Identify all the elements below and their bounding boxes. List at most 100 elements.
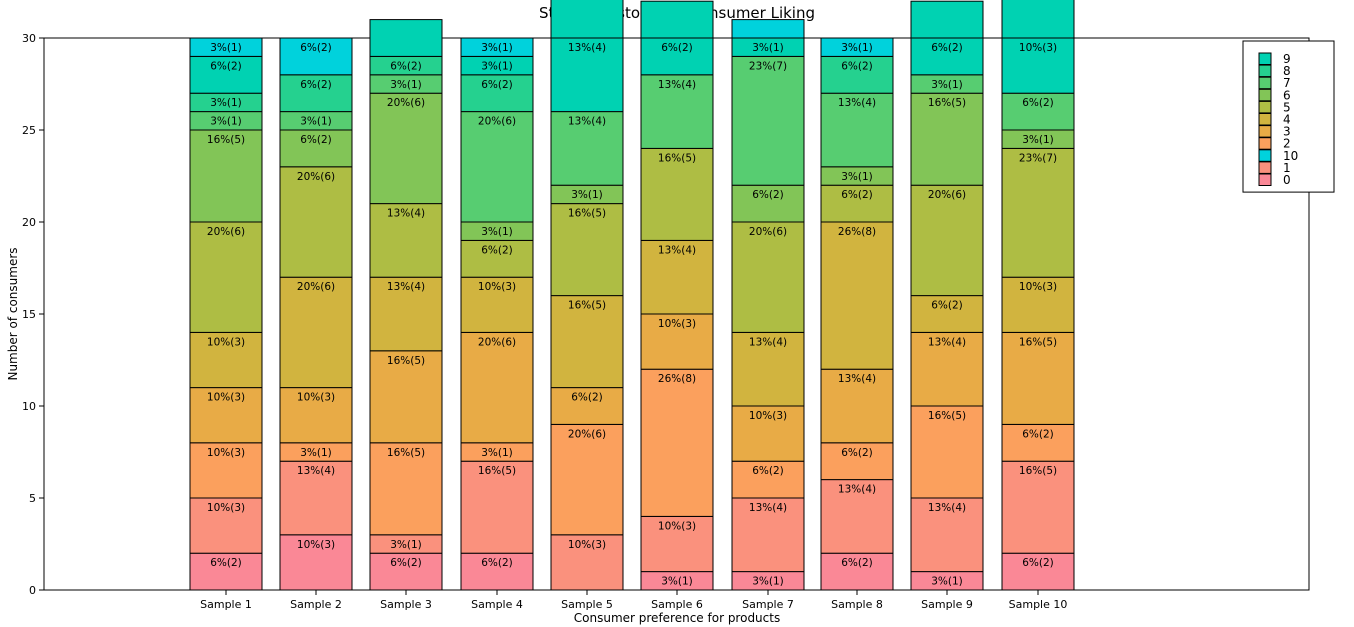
bar-segment bbox=[640, 239, 714, 315]
segment-label: 6%(2) bbox=[752, 189, 784, 201]
bar-segment bbox=[460, 276, 534, 333]
segment-label: 26%(8) bbox=[658, 373, 696, 385]
bar-segment bbox=[550, 423, 624, 536]
bar-segment bbox=[189, 552, 263, 591]
bar-segment bbox=[279, 129, 353, 168]
segment-label: 3%(1) bbox=[390, 79, 422, 91]
bar-segment bbox=[910, 331, 984, 407]
legend-label: 10 bbox=[1283, 149, 1298, 163]
segment-label: 3%(1) bbox=[752, 576, 784, 588]
legend-label: 8 bbox=[1283, 64, 1291, 78]
segment-label: 16%(5) bbox=[207, 134, 245, 146]
segment-label: 3%(1) bbox=[481, 226, 513, 238]
bar-segment bbox=[460, 74, 534, 113]
bar-segment bbox=[550, 0, 624, 39]
segment-label: 20%(6) bbox=[478, 336, 516, 348]
segment-label: 6%(2) bbox=[931, 42, 963, 54]
bar-segment bbox=[910, 295, 984, 333]
segment-label: 10%(3) bbox=[658, 520, 696, 532]
y-tick-label: 30 bbox=[22, 32, 36, 45]
x-tick-label: Sample 7 bbox=[742, 598, 794, 611]
segment-label: 20%(6) bbox=[478, 116, 516, 128]
bar-segment bbox=[820, 184, 894, 223]
bar-segment bbox=[369, 552, 443, 591]
segment-label: 3%(1) bbox=[841, 171, 873, 183]
segment-label: 6%(2) bbox=[210, 60, 242, 72]
segment-label: 13%(4) bbox=[568, 42, 606, 54]
legend-swatch bbox=[1258, 173, 1272, 186]
segment-label: 16%(5) bbox=[658, 152, 696, 164]
segment-label: 13%(4) bbox=[928, 502, 966, 514]
legend-label: 4 bbox=[1283, 113, 1291, 127]
bar-segment bbox=[820, 92, 894, 168]
segment-label: 20%(6) bbox=[297, 171, 335, 183]
segment-label: 3%(1) bbox=[1022, 134, 1054, 146]
bar-segment bbox=[731, 184, 805, 223]
bar-segment bbox=[279, 387, 353, 444]
segment-label: 6%(2) bbox=[300, 134, 332, 146]
legend-swatch bbox=[1258, 113, 1272, 126]
bar-segment bbox=[369, 442, 443, 536]
bar-segment bbox=[189, 331, 263, 389]
y-axis-label: Number of consumers bbox=[6, 247, 20, 380]
bar-segment bbox=[369, 92, 443, 205]
y-axis: 0 5 10 15 20 25 30 bbox=[22, 32, 44, 597]
bar-segment bbox=[731, 19, 805, 39]
segment-label: 10%(3) bbox=[568, 539, 606, 551]
bar-segment bbox=[910, 92, 984, 186]
segment-label: 13%(4) bbox=[658, 244, 696, 256]
segment-label: 13%(4) bbox=[387, 208, 425, 220]
bar-segment bbox=[189, 221, 263, 333]
y-tick-label: 10 bbox=[22, 400, 36, 413]
x-tick-label: Sample 9 bbox=[921, 598, 973, 611]
legend-label: 9 bbox=[1283, 52, 1291, 66]
segment-label: 16%(5) bbox=[928, 410, 966, 422]
segment-label: 20%(6) bbox=[749, 226, 787, 238]
bar-segment bbox=[279, 276, 353, 389]
legend-swatch bbox=[1258, 149, 1272, 162]
segment-label: 20%(6) bbox=[207, 226, 245, 238]
legend-swatch bbox=[1258, 88, 1272, 102]
segment-label: 3%(1) bbox=[481, 42, 513, 54]
segment-label: 16%(5) bbox=[387, 447, 425, 459]
segment-label: 10%(3) bbox=[297, 539, 335, 551]
legend-label: 5 bbox=[1283, 100, 1291, 114]
segment-label: 13%(4) bbox=[658, 79, 696, 91]
bar-segment bbox=[910, 184, 984, 297]
segment-label: 16%(5) bbox=[928, 97, 966, 109]
segment-label: 13%(4) bbox=[838, 97, 876, 109]
legend-swatch bbox=[1258, 52, 1272, 65]
bar-segment bbox=[640, 368, 714, 517]
legend-swatch bbox=[1258, 76, 1272, 90]
segment-label: 6%(2) bbox=[571, 392, 603, 404]
segment-label: 20%(6) bbox=[928, 189, 966, 201]
segment-label: 20%(6) bbox=[568, 428, 606, 440]
bar-segment bbox=[1001, 552, 1075, 591]
segment-label: 3%(1) bbox=[752, 42, 784, 54]
bar-segment bbox=[189, 129, 263, 223]
segment-label: 13%(4) bbox=[928, 336, 966, 348]
segment-label: 13%(4) bbox=[838, 373, 876, 385]
bar-segment bbox=[1001, 331, 1075, 425]
segment-label: 13%(4) bbox=[838, 484, 876, 496]
legend-swatch bbox=[1258, 64, 1272, 78]
segment-label: 6%(2) bbox=[661, 42, 693, 54]
bar-segment bbox=[1001, 460, 1075, 554]
bar-segment bbox=[189, 37, 263, 57]
bar-segment bbox=[1001, 0, 1075, 39]
segment-label: 3%(1) bbox=[210, 42, 242, 54]
x-tick-label: Sample 1 bbox=[200, 598, 252, 611]
bar-segment bbox=[820, 221, 894, 370]
segment-label: 3%(1) bbox=[931, 79, 963, 91]
bar-segment bbox=[550, 295, 624, 389]
segment-label: 6%(2) bbox=[841, 447, 873, 459]
segment-label: 3%(1) bbox=[661, 576, 693, 588]
bar-segment bbox=[460, 460, 534, 554]
legend-swatch bbox=[1258, 100, 1272, 114]
bar-segment bbox=[640, 515, 714, 573]
segment-label: 10%(3) bbox=[207, 502, 245, 514]
legend-label: 7 bbox=[1283, 76, 1291, 90]
